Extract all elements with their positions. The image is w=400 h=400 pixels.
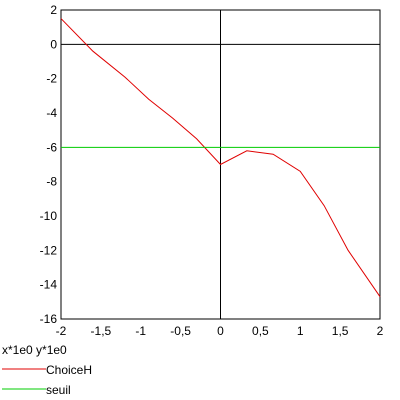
y-tick-label: -10	[40, 209, 58, 223]
legend: ChoiceH seuil	[2, 363, 92, 397]
x-tick-label: -1	[135, 324, 146, 338]
series-layer	[60, 18, 381, 297]
y-tick-label: 0	[50, 37, 57, 51]
y-tick-label: -16	[40, 312, 58, 326]
y-tick-label: 2	[50, 3, 57, 17]
x-tick-label: 2	[377, 324, 384, 338]
axis-scale-label: x*1e0 y*1e0	[2, 343, 67, 357]
x-tick-labels: -2 -1,5 -1 -0,5 0 0,5 1 1,5 2	[56, 324, 384, 338]
x-tick-label: 0,5	[252, 324, 269, 338]
y-tick-label: -8	[46, 175, 57, 189]
x-tick-label: -1,5	[91, 324, 112, 338]
x-tick-label: 1	[297, 324, 304, 338]
y-tick-label: -2	[46, 72, 57, 86]
x-tick-label: 1,5	[332, 324, 349, 338]
y-tick-label: -14	[40, 278, 58, 292]
y-tick-label: -12	[40, 243, 58, 257]
x-tick-label: 0	[217, 324, 224, 338]
legend-label-seuil: seuil	[46, 383, 71, 397]
y-tick-label: -4	[46, 106, 57, 120]
x-tick-label: -2	[56, 324, 67, 338]
y-tick-labels: 2 0 -2 -4 -6 -8 -10 -12 -14 -16	[40, 3, 58, 326]
x-tick-label: -0,5	[170, 324, 191, 338]
legend-label-choiceh: ChoiceH	[46, 363, 92, 377]
y-tick-label: -6	[46, 140, 57, 154]
series-line-choiceh	[60, 18, 381, 297]
